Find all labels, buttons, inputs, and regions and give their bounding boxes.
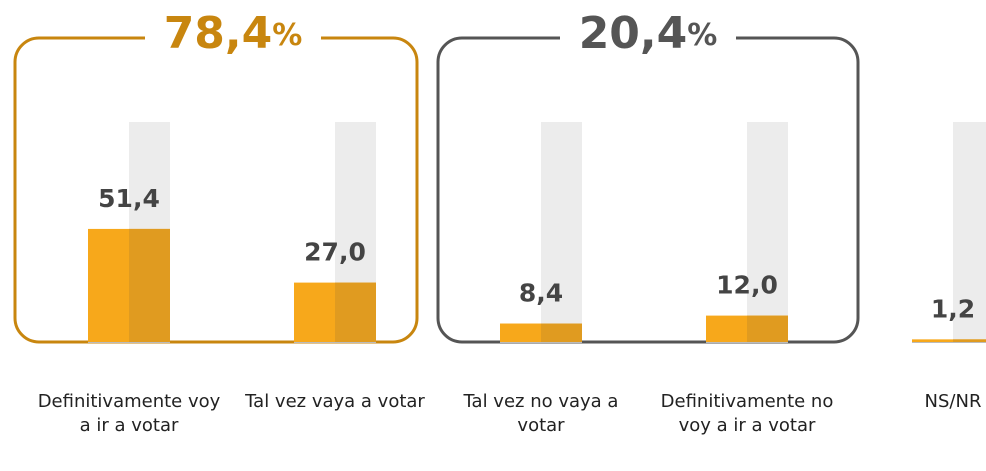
group-total: 20,4%: [579, 8, 718, 59]
value-label: 8,4: [519, 279, 563, 308]
bar-shade: [747, 315, 788, 342]
bar-track: [747, 122, 788, 342]
group-box: [436, 36, 860, 344]
value-label: 1,2: [931, 294, 975, 323]
label-backdrop: [560, 10, 736, 66]
value-label: 12,0: [716, 271, 778, 300]
bar-track: [953, 122, 986, 342]
value-label: 51,4: [98, 184, 160, 213]
group-total: 78,4%: [164, 8, 303, 59]
bar-shade: [541, 323, 582, 342]
bar-track: [541, 122, 582, 342]
label-backdrop: [145, 10, 321, 66]
category-label: Definitivamente no voy a ir a votar: [660, 391, 834, 436]
category-label: Definitivamente voy a ir a votar: [37, 391, 221, 436]
bar: [912, 339, 986, 342]
category-label: Tal vez no vaya a votar: [463, 391, 619, 436]
category-label: NS/NR: [924, 391, 982, 412]
bar-shade: [129, 228, 170, 342]
bar-shade: [953, 339, 986, 342]
value-label: 27,0: [304, 238, 366, 267]
bar-shade: [335, 282, 376, 342]
category-label: Tal vez vaya a votar: [245, 391, 425, 412]
